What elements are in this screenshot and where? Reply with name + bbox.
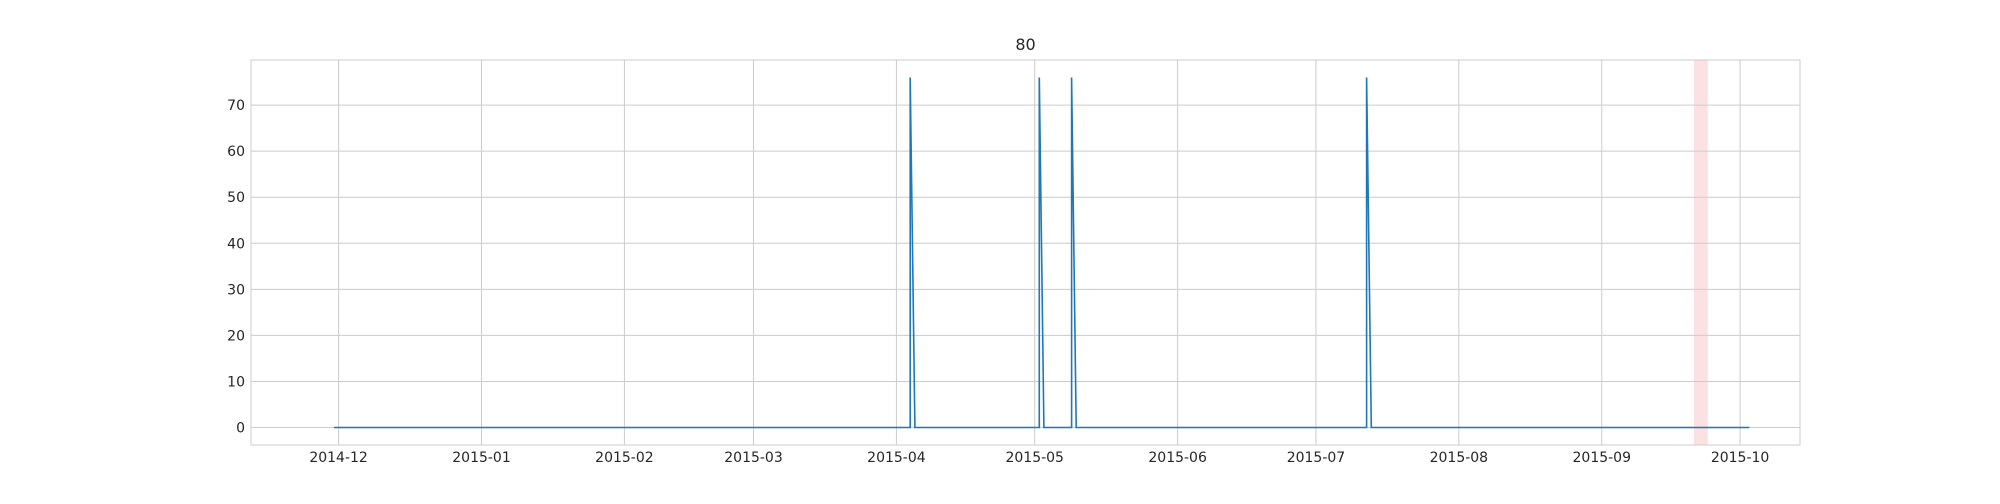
- y-tick-label-5: 50: [227, 190, 245, 206]
- y-tick-label-0: 0: [236, 421, 245, 437]
- series-line-0: [334, 77, 1750, 429]
- grid-layer: [251, 60, 1800, 445]
- y-tick-label-6: 60: [227, 144, 245, 160]
- y-tick-label-1: 10: [227, 374, 245, 390]
- y-tick-label-2: 20: [227, 328, 245, 344]
- y-tick-label-4: 40: [227, 236, 245, 252]
- x-tick-label-10: 2015-10: [1711, 450, 1770, 466]
- x-tick-label-0: 2014-12: [309, 450, 368, 466]
- chart-title: 80: [1015, 35, 1035, 54]
- shaded-span-0: [1693, 60, 1708, 445]
- x-tick-label-6: 2015-06: [1148, 450, 1207, 466]
- shaded-span-layer: [1693, 60, 1708, 445]
- x-tick-label-1: 2015-01: [452, 450, 511, 466]
- x-tick-label-9: 2015-09: [1573, 450, 1632, 466]
- x-tick-label-4: 2015-04: [867, 450, 926, 466]
- plot-frame: [250, 59, 1801, 446]
- x-tick-label-5: 2015-05: [1005, 450, 1064, 466]
- x-tick-label-8: 2015-08: [1430, 450, 1489, 466]
- x-tick-label-2: 2015-02: [595, 450, 654, 466]
- x-tick-label-3: 2015-03: [724, 450, 783, 466]
- y-tick-label-3: 30: [227, 282, 245, 298]
- tick-label-layer: 2014-12 2015-01 2015-02 2015-03 2015-04 2015-…: [227, 98, 1769, 466]
- y-tick-label-7: 70: [227, 98, 245, 114]
- x-tick-label-7: 2015-07: [1287, 450, 1346, 466]
- series-layer: [334, 77, 1750, 429]
